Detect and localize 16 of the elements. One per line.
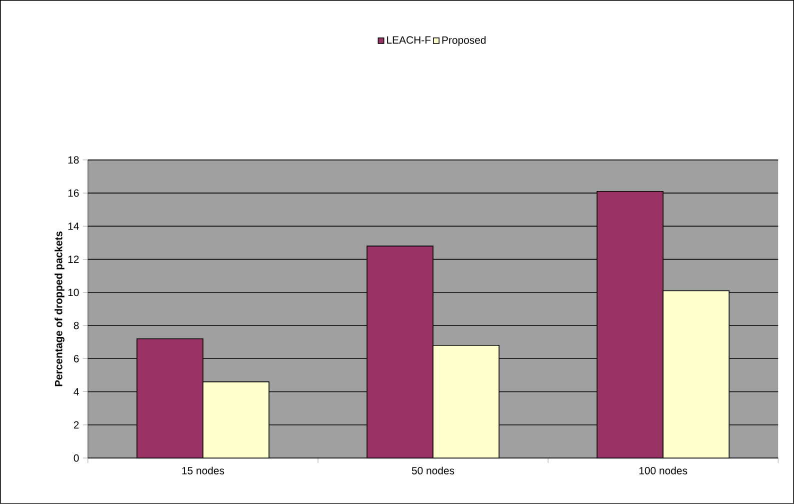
- y-axis-title: Percentage of dropped packets: [54, 232, 64, 386]
- y-tick-label: 10: [68, 288, 79, 296]
- legend-label: Proposed: [442, 36, 486, 46]
- y-tick-label: 14: [68, 222, 79, 230]
- y-tick-label: 16: [68, 189, 79, 197]
- y-tick-label: 0: [74, 454, 79, 462]
- x-tick-label: 100 nodes: [639, 466, 688, 474]
- y-tick-label: 8: [74, 322, 79, 330]
- y-tick-label: 12: [68, 256, 79, 263]
- x-tick-label: 15 nodes: [182, 466, 224, 474]
- y-tick-label: 18: [68, 156, 79, 164]
- x-tick-label: 50 nodes: [412, 466, 454, 474]
- y-tick-label: 6: [74, 354, 79, 362]
- y-tick-label: 2: [74, 421, 79, 429]
- y-tick-label: 4: [74, 388, 79, 396]
- legend-label: LEACH-F: [387, 36, 431, 44]
